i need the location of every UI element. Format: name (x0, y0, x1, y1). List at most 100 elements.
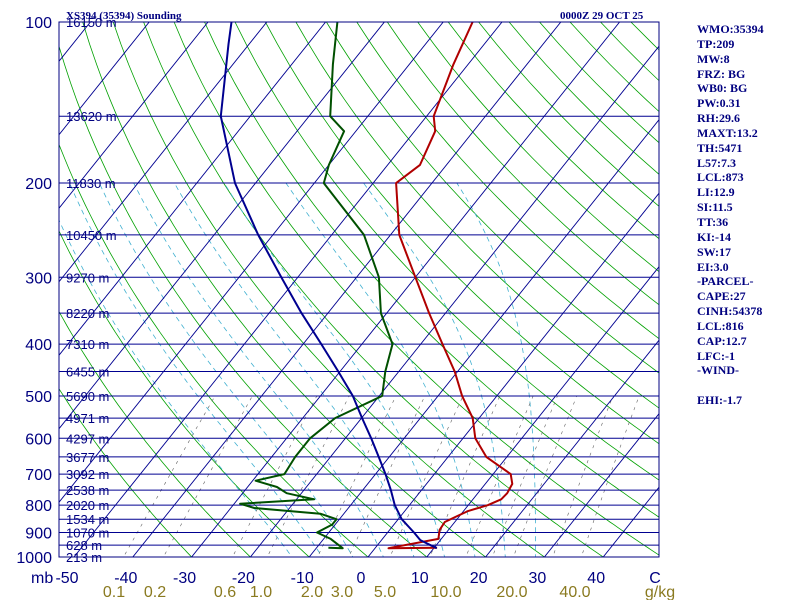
stability-index-row: RH:29.6 (697, 111, 740, 126)
stability-index-row: EI:3.0 (697, 259, 729, 274)
height-label: 8220 m (66, 306, 109, 321)
mixing-ratio-line (513, 395, 578, 557)
stability-indices-panel: WMO:35394 TP:209 MW:8 FRZ: BG WB0: BG PW:0.31… (697, 22, 797, 408)
stability-index-row: CAPE:27 (697, 289, 746, 304)
temperature-tick-label: -40 (114, 570, 137, 587)
stability-index-row: SW:17 (697, 244, 732, 259)
chart-title: XS394 (35394) Sounding (66, 10, 182, 22)
mixing-ratio-line (348, 395, 426, 557)
dry-adiabat-line (386, 22, 659, 306)
isotherm-line (0, 10, 41, 568)
mixing-ratio-line (317, 395, 397, 557)
height-label: 9270 m (66, 270, 109, 285)
isotherm-line (59, 22, 268, 283)
mixing-ratio-tick-label: 5.0 (374, 584, 396, 600)
mixing-ratio-line (123, 395, 216, 557)
stability-index-row: MAXT:13.2 (697, 125, 758, 140)
dewpoint-profile-line (239, 22, 394, 550)
dry-adiabat-line (204, 22, 659, 518)
stability-index-row: SI:11.5 (697, 200, 733, 215)
isotherm-line (543, 413, 659, 557)
stability-index-row: CAP:12.7 (697, 333, 747, 348)
height-label: 628 m (66, 538, 102, 553)
height-label: 3092 m (66, 467, 109, 482)
stability-index-row: TP:209 (697, 36, 735, 51)
temperature-tick-label: 40 (587, 570, 605, 587)
mixing-ratio-line (491, 395, 558, 557)
stability-index-row: LFC:-1 (697, 348, 735, 363)
mixing-ratio-line (580, 395, 640, 557)
pressure-tick-label: 900 (25, 526, 52, 543)
stability-index-row: WB0: BG (697, 81, 748, 96)
isotherm-line (59, 22, 150, 136)
isotherm-line (59, 22, 209, 209)
pressure-tick-label: 1000 (16, 550, 52, 567)
moist-adiabat-line (98, 182, 354, 557)
moist-adiabat-line (133, 182, 384, 557)
height-label: 3677 m (66, 450, 109, 465)
moist-adiabat-line (69, 182, 323, 557)
stability-index-row: L57:7.3 (697, 155, 736, 170)
isotherm-line (59, 22, 385, 430)
isotherm-line (59, 22, 327, 356)
moist-adiabat-line (285, 182, 476, 557)
temperature-tick-label: -50 (55, 570, 78, 587)
stability-index-row: KI:-14 (697, 229, 731, 244)
moist-adiabat-line (223, 182, 445, 557)
isotherm-line (485, 339, 659, 557)
height-label: 2020 m (66, 498, 109, 513)
stability-index-row: -WIND- (697, 363, 739, 378)
mixing-ratio-tick-label: 10.0 (430, 584, 461, 600)
dry-adiabat-line (59, 45, 428, 557)
stability-index-row: CINH:54378 (697, 304, 763, 319)
temperature-tick-label: 10 (411, 570, 429, 587)
stability-index-row: LCL:816 (697, 318, 744, 333)
mixing-ratio-tick-label: g/kg (645, 584, 675, 600)
isotherm-line (191, 22, 621, 557)
mixing-ratio-tick-label: 20.0 (496, 584, 527, 600)
stability-index-row: TH:5471 (697, 140, 743, 155)
mixing-ratio-tick-label: 0.6 (214, 584, 236, 600)
moist-adiabat-line (174, 182, 415, 557)
mixing-ratio-tick-label: 40.0 (559, 584, 590, 600)
temperature-tick-label: 0 (357, 570, 366, 587)
stability-index-row (697, 378, 797, 393)
height-label: 1534 m (66, 512, 109, 527)
stability-index-row: PW:0.31 (697, 96, 741, 111)
height-label: 4297 m (66, 431, 109, 446)
pressure-tick-label: 200 (25, 176, 52, 193)
stability-index-row: LCL:873 (697, 170, 744, 185)
mixing-ratio-tick-label: 2.0 (301, 584, 323, 600)
isotherm-line (308, 119, 659, 557)
temperature-tick-label: 30 (529, 570, 547, 587)
dry-adiabat-line (59, 310, 251, 557)
dry-adiabat-line (326, 22, 659, 374)
temperature-tick-label: -20 (232, 570, 255, 587)
stability-index-row: FRZ: BG (697, 66, 746, 81)
moist-adiabat-line (363, 182, 506, 557)
isotherm-line (249, 45, 659, 557)
mixing-ratio-line (465, 395, 534, 557)
moist-adiabat-line (456, 182, 536, 557)
pressure-tick-label: 400 (25, 337, 52, 354)
pressure-tick-label: 500 (25, 389, 52, 406)
mixing-ratio-line (429, 395, 501, 557)
mixing-ratio-tick-label: 0.2 (144, 584, 166, 600)
height-label: 6455 m (66, 364, 109, 379)
mixing-ratio-line (163, 395, 253, 557)
mixing-ratio-line (552, 395, 614, 557)
mixing-ratio-tick-label: 3.0 (331, 584, 353, 600)
dry-adiabat-line (356, 22, 659, 340)
temperature-profile-line (387, 22, 514, 550)
pressure-tick-label: 700 (25, 467, 52, 484)
height-label: 2538 m (66, 483, 109, 498)
height-label: 1070 m (66, 526, 109, 541)
dry-adiabat-line (112, 22, 546, 557)
pressure-tick-label: 300 (25, 270, 52, 287)
dry-adiabat-line (417, 22, 659, 273)
temperature-tick-label: -10 (291, 570, 314, 587)
mixing-ratio-line (389, 395, 464, 557)
isotherm-line (367, 192, 659, 557)
height-label: 16150 m (66, 15, 117, 30)
